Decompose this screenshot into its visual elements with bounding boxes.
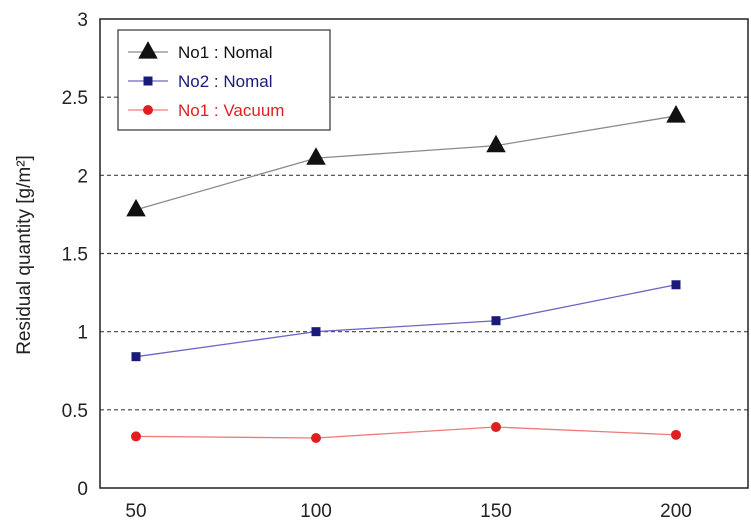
legend: No1 : Nomal No2 : Nomal No1 : Vacuum [117,29,331,131]
plot-frame [99,18,749,489]
data-point [491,422,501,433]
y-tick-label: 2.5 [62,88,88,109]
y-tick-label: 1.5 [62,245,88,266]
data-point [671,429,681,440]
y-tick-label: 1 [77,323,88,344]
series-2 [131,280,681,362]
series-layer [126,105,686,443]
series-1 [126,105,686,217]
x-tick-label: 50 [125,501,146,520]
data-point [126,198,146,217]
y-tick-label: 2 [77,166,88,187]
legend-box [117,29,331,131]
legend-marker [143,76,153,86]
y-tick-label: 0 [77,479,88,500]
legend-marker [143,105,153,115]
y-tick-labels: 0 0.5 1 1.5 2 2.5 3 [62,10,88,500]
series-line [135,284,677,358]
data-point [306,147,326,165]
data-point [491,316,501,326]
data-point [311,432,321,443]
legend-label: No2 : Nomal [178,72,272,91]
x-tick-label: 150 [480,501,512,520]
series-line [135,115,677,211]
y-axis-label: Residual quantity [g/m²] [14,155,35,355]
data-point [131,352,141,362]
series-3 [131,422,681,443]
x-tick-labels: 50 100 150 200 [125,501,691,520]
legend-marker [138,41,158,59]
data-point [666,105,686,123]
y-tick-label: 3 [77,10,88,31]
series-line [135,426,677,439]
legend-label: No1 : Nomal [178,43,272,62]
data-point [486,134,506,153]
x-tick-label: 100 [300,501,332,520]
gridlines [100,96,748,411]
x-tick-label: 200 [660,501,692,520]
data-point [671,280,681,290]
legend-label: No1 : Vacuum [178,101,284,120]
y-tick-label: 0.5 [62,401,88,422]
data-point [311,327,321,337]
data-point [131,431,141,442]
